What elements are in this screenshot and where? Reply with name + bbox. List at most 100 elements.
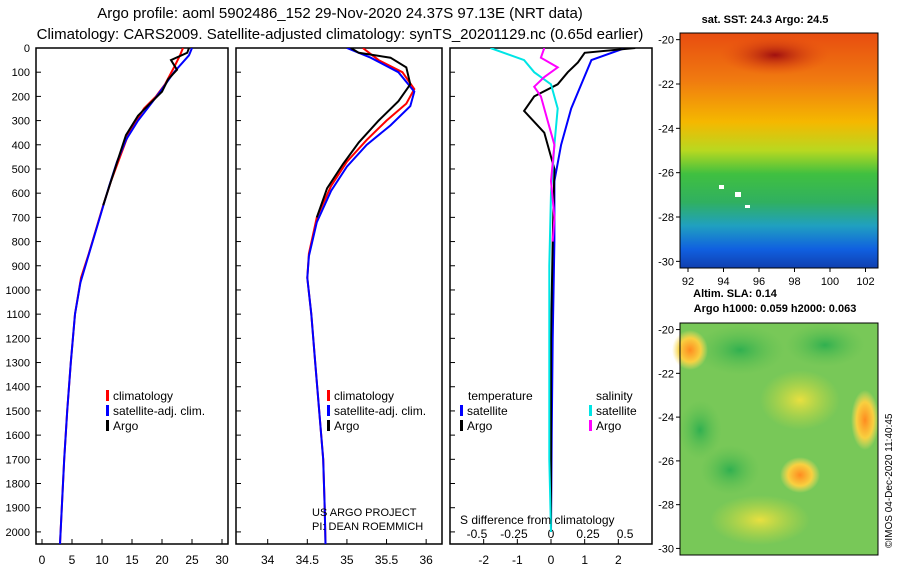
x-tick-label: -2 <box>478 553 489 567</box>
legend-swatch-s-argo <box>589 420 592 431</box>
depth-tick-label: 1800 <box>6 479 30 491</box>
depth-tick-label: 1200 <box>6 333 30 345</box>
difference-legend-salinity: salinity satellite Argo <box>589 389 637 433</box>
series-line-argo <box>102 48 190 206</box>
legend-label-t-argo: Argo <box>467 419 493 433</box>
x-tick-label: 0 <box>39 553 46 567</box>
difference-xlabel: S difference from climatology <box>460 513 615 527</box>
depth-tick-label: 400 <box>12 140 30 152</box>
x-tick-label: 35.5 <box>375 553 399 567</box>
x-tick-label: -1 <box>512 553 523 567</box>
salinity-diff-tick-label: -0.5 <box>467 527 488 541</box>
depth-tick-label: 1100 <box>6 309 30 321</box>
x-tick-label: 35 <box>340 553 354 567</box>
salinity-diff-tick-label: 0.25 <box>576 527 600 541</box>
depth-tick-label: 800 <box>12 237 30 249</box>
depth-tick-label: 1000 <box>6 285 30 297</box>
sst-missing-pixel <box>745 205 750 208</box>
legend-swatch-satellite <box>106 405 109 416</box>
x-tick-label: 36 <box>419 553 433 567</box>
legend-swatch-climatology <box>327 390 330 401</box>
map-y-tick-label: -22 <box>658 368 674 380</box>
legend-swatch-t-satellite <box>460 405 463 416</box>
temperature-panel-frame <box>35 47 229 545</box>
legend-label-s-argo: Argo <box>596 419 622 433</box>
legend-swatch-t-argo <box>460 420 463 431</box>
map-x-tick-label: 94 <box>717 276 729 288</box>
depth-tick-label: 900 <box>12 261 30 273</box>
salinity-diff-tick-label: -0.25 <box>500 527 528 541</box>
map-y-tick-label: -30 <box>658 256 674 268</box>
sla-low-patch <box>700 445 760 495</box>
sla-low-patch <box>785 323 865 367</box>
map-x-tick-label: 100 <box>821 276 839 288</box>
series-line-s-argo <box>532 48 560 242</box>
depth-tick-label: 200 <box>12 91 30 103</box>
series-line-t-argo <box>522 48 636 532</box>
legend-swatch-argo <box>327 420 330 431</box>
x-tick-label: 34 <box>261 553 275 567</box>
depth-tick-label: 600 <box>12 188 30 200</box>
sla-high-patch <box>710 495 810 545</box>
legend-header-temperature: temperature <box>468 389 533 403</box>
map-y-tick-label: -28 <box>658 500 674 512</box>
title-line-1: Argo profile: aoml 5902486_152 29-Nov-20… <box>97 5 583 22</box>
legend-swatch-climatology <box>106 390 109 401</box>
map-x-tick-label: 96 <box>753 276 765 288</box>
depth-tick-label: 1700 <box>6 454 30 466</box>
x-tick-label: 30 <box>215 553 229 567</box>
sst-map: sat. SST: 24.3 Argo: 24.5 -20 -22 -24 -26 -2… <box>658 14 879 288</box>
sla-high-patch <box>760 370 840 430</box>
x-tick-label: 10 <box>95 553 109 567</box>
map-y-tick-label: -20 <box>658 35 674 47</box>
map-y-tick-label: -26 <box>658 456 674 468</box>
x-tick-label: 0 <box>548 553 555 567</box>
legend-header-salinity: salinity <box>596 389 633 403</box>
x-tick-label: 15 <box>125 553 139 567</box>
x-tick-label: 20 <box>155 553 169 567</box>
map-y-tick-label: -24 <box>658 123 674 135</box>
depth-tick-label: 1900 <box>6 503 30 515</box>
sla-high-patch <box>672 330 708 370</box>
credit-project: US ARGO PROJECT <box>312 507 417 519</box>
x-tick-label: 1 <box>581 553 588 567</box>
salinity-panel-frame <box>235 47 443 545</box>
map-y-tick-label: -20 <box>658 325 674 337</box>
map-x-tick-label: 98 <box>788 276 800 288</box>
map-y-tick-label: -22 <box>658 79 674 91</box>
legend-swatch-argo <box>106 420 109 431</box>
x-tick-label: 2 <box>615 553 622 567</box>
depth-tick-label: 500 <box>12 164 30 176</box>
depth-tick-label: 2000 <box>6 527 30 539</box>
depth-tick-label: 300 <box>12 116 30 128</box>
series-line-t-satellite <box>550 48 626 532</box>
depth-tick-label: 700 <box>12 212 30 224</box>
credit-pi: PI: DEAN ROEMMICH <box>312 521 423 533</box>
sst-warm-patch <box>720 35 830 75</box>
legend-label-satellite: satellite-adj. clim. <box>113 404 205 418</box>
depth-tick-label: 0 <box>24 43 30 55</box>
sla-map: Altim. SLA: 0.14 Argo h1000: 0.059 h2000… <box>658 288 879 556</box>
depth-tick-label: 100 <box>12 67 30 79</box>
series-line-argo <box>315 48 412 218</box>
sla-low-patch <box>678 400 722 460</box>
map-y-tick-label: -24 <box>658 412 674 424</box>
legend-label-argo: Argo <box>113 419 139 433</box>
sla-map-frame <box>679 322 879 556</box>
map-x-tick-label: 92 <box>682 276 694 288</box>
temperature-legend: climatology satellite-adj. clim. Argo <box>106 389 205 433</box>
difference-legend-temperature: temperature satellite Argo <box>460 389 533 433</box>
salinity-diff-tick-label: 0 <box>548 527 555 541</box>
depth-tick-label: 1300 <box>6 358 30 370</box>
imos-stamp: ©IMOS 04-Dec-2020 11:40:45 <box>884 413 895 548</box>
legend-label-climatology: climatology <box>113 389 173 403</box>
x-tick-label: 25 <box>185 553 199 567</box>
sla-low-patch <box>695 325 785 375</box>
legend-label-argo: Argo <box>334 419 360 433</box>
sla-high-patch <box>780 457 820 493</box>
series-line-satellite-adj-clim- <box>59 48 193 544</box>
x-tick-label: 34.5 <box>296 553 320 567</box>
sst-missing-pixel <box>719 185 724 189</box>
legend-swatch-s-satellite <box>589 405 592 416</box>
